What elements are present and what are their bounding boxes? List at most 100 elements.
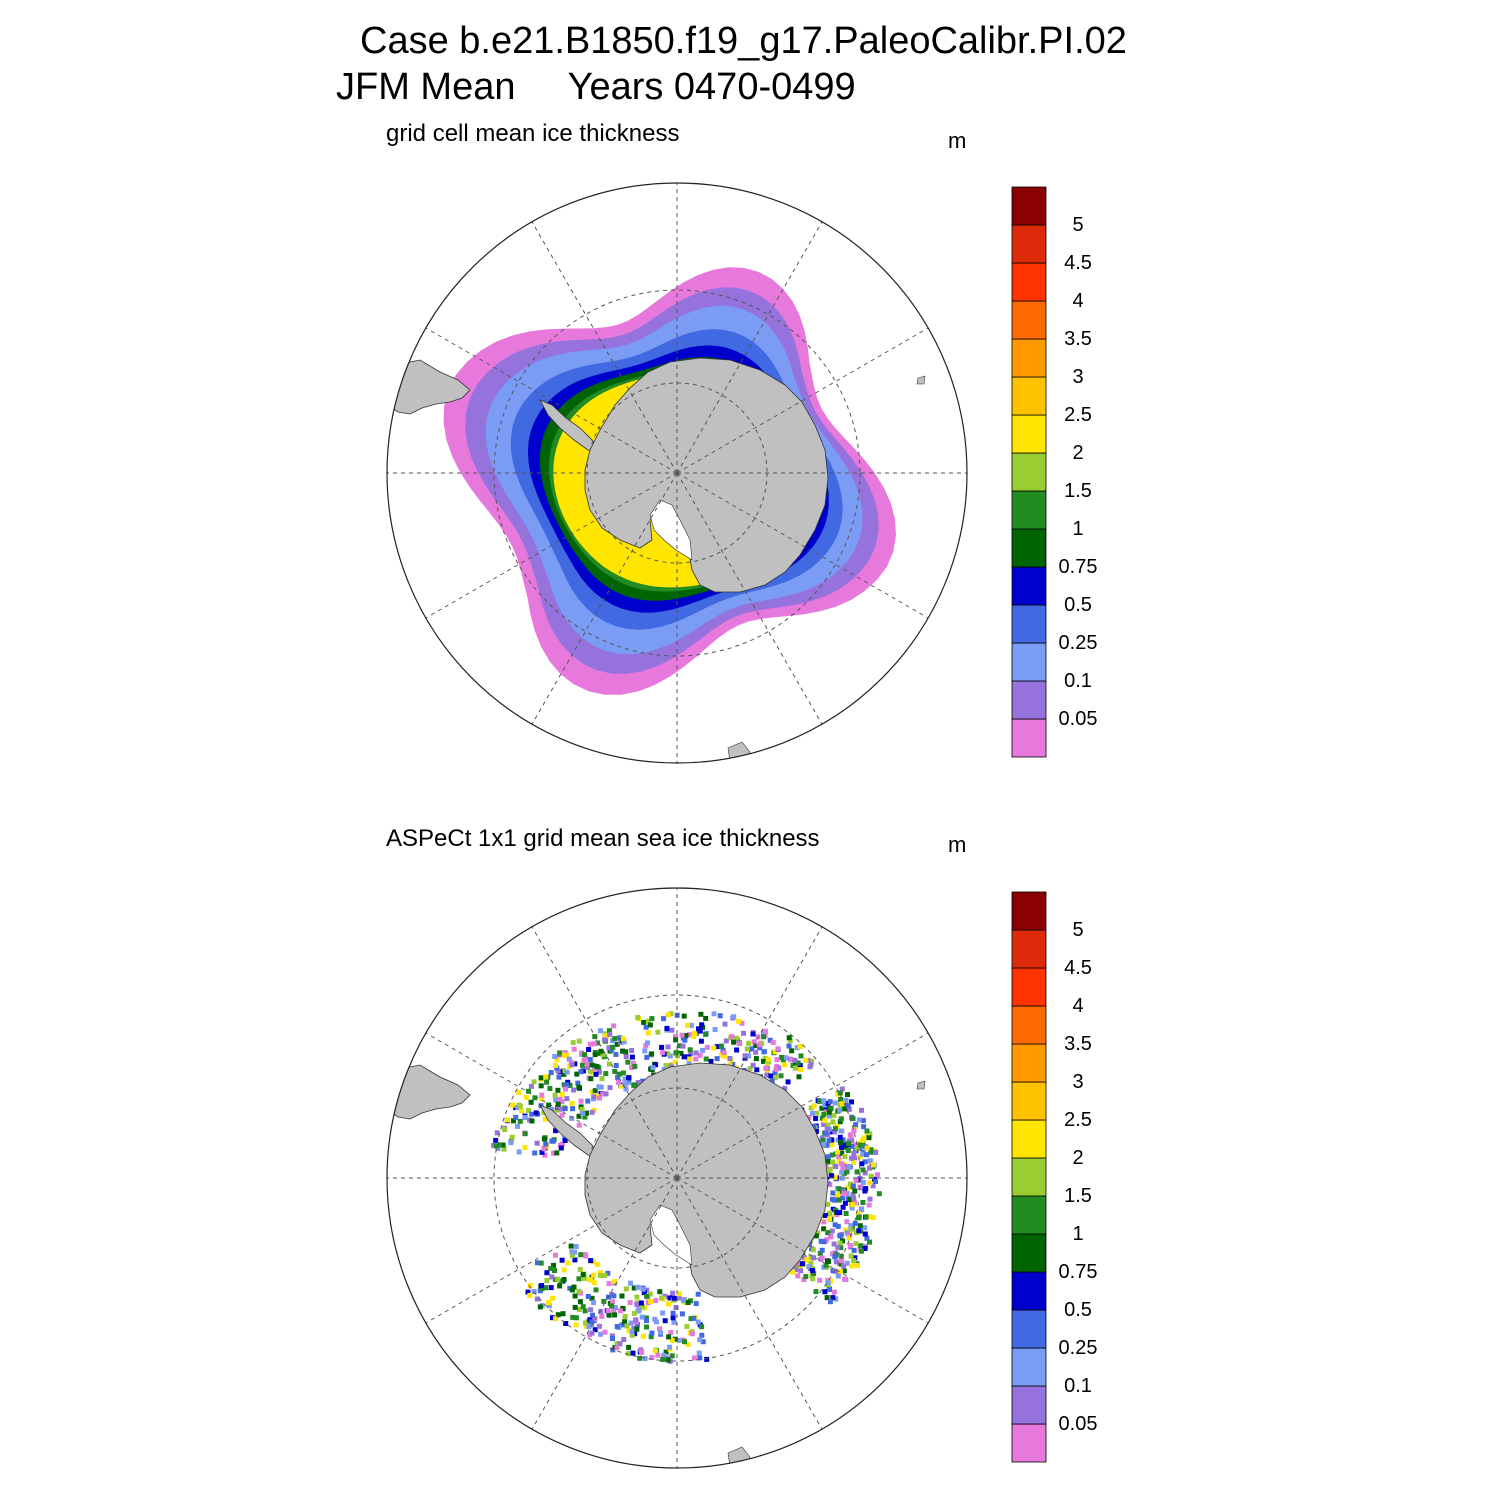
observation-cell (858, 1248, 864, 1254)
observation-cell (654, 1319, 659, 1325)
observation-cell (539, 1286, 545, 1292)
observation-cell (560, 1311, 566, 1317)
observation-cell (819, 1247, 825, 1253)
observation-cell (687, 1047, 693, 1053)
colorbar-tick-label: 4.5 (1064, 252, 1092, 274)
observation-cell (763, 1028, 769, 1034)
observation-cell (848, 1155, 854, 1161)
observation-cell (576, 1307, 582, 1312)
observation-cell (531, 1289, 537, 1294)
observation-cell (868, 1147, 874, 1153)
map-boundary (386, 887, 968, 1469)
observation-cell (501, 1127, 507, 1132)
latitude-circle (493, 994, 861, 1362)
observation-cell (859, 1206, 865, 1212)
colorbar-swatch (1011, 642, 1047, 682)
observation-cell (668, 1330, 674, 1335)
colorbar-swatch (1011, 414, 1047, 454)
observation-cell (679, 1032, 685, 1038)
colorbar-tick-label: 2.5 (1064, 404, 1092, 426)
observation-cell (845, 1185, 851, 1191)
observation-cell (841, 1142, 847, 1148)
observation-cell (559, 1257, 565, 1263)
observation-cell (635, 1080, 641, 1085)
observation-cell (614, 1324, 620, 1329)
observation-cell (569, 1249, 575, 1255)
observation-cell (804, 1257, 810, 1262)
observation-cell (831, 1113, 837, 1118)
colorbar-swatch (1011, 1005, 1047, 1045)
observation-cell (790, 1063, 796, 1068)
observation-cell (553, 1128, 559, 1134)
observation-cell (655, 1352, 661, 1358)
observation-cell (854, 1146, 860, 1152)
observation-cell (642, 1048, 648, 1054)
observation-cell (763, 1065, 769, 1071)
land-south-america (387, 1064, 471, 1120)
observation-cell (824, 1126, 830, 1132)
observation-cell (645, 1018, 651, 1024)
observation-cell (569, 1115, 575, 1121)
observation-cell (838, 1140, 843, 1145)
observation-cell (630, 1350, 636, 1356)
observation-cell (853, 1241, 859, 1247)
observation-cell (844, 1260, 850, 1266)
observation-cell (548, 1285, 554, 1291)
colorbar-tick-label: 5 (1072, 214, 1083, 236)
observation-cell (844, 1191, 850, 1196)
observation-cell (634, 1326, 640, 1332)
observation-cell (858, 1243, 863, 1249)
observation-cell (845, 1141, 851, 1147)
colorbar-tick-label: 3 (1072, 366, 1083, 388)
observation-cell (533, 1110, 539, 1116)
observation-cell (529, 1118, 535, 1124)
observation-cell (699, 1022, 705, 1028)
observation-cell (731, 1039, 737, 1045)
observation-cell (602, 1272, 608, 1278)
meridian-line (531, 221, 678, 474)
observation-cell (826, 1169, 831, 1175)
observation-cell (622, 1314, 628, 1319)
observation-cell (609, 1333, 615, 1339)
observation-cell (832, 1129, 838, 1135)
observation-cell (769, 1078, 775, 1084)
observation-cell (634, 1302, 640, 1307)
land-island-east (916, 1080, 926, 1090)
observation-cell (825, 1201, 831, 1207)
observation-cell (538, 1083, 544, 1089)
observation-cell (626, 1328, 632, 1334)
observation-cell (629, 1065, 635, 1070)
colorbar-swatch (1011, 891, 1047, 931)
colorbar-tick-label: 0.5 (1064, 1299, 1092, 1321)
observation-cell (821, 1121, 827, 1127)
observation-cell (824, 1142, 830, 1148)
observation-cell (582, 1114, 588, 1120)
observation-cell (538, 1075, 544, 1081)
meridian-line (676, 1032, 929, 1179)
colorbar-tick-label: 2.5 (1064, 1109, 1092, 1131)
observation-cell (564, 1069, 570, 1075)
observation-cell (626, 1344, 632, 1350)
observation-cell (657, 1326, 662, 1332)
observation-cell (592, 1088, 598, 1094)
observation-cell (603, 1071, 609, 1077)
observation-cell (815, 1230, 821, 1236)
observation-cell (665, 1357, 671, 1363)
observation-cell (593, 1071, 599, 1077)
observation-cell (685, 1342, 691, 1347)
observation-cell (642, 1356, 648, 1362)
observation-cell (565, 1079, 571, 1085)
observation-cell (542, 1116, 548, 1122)
observation-cell (826, 1138, 832, 1144)
map-graticule (387, 888, 967, 1468)
observation-cell (553, 1062, 558, 1068)
observation-cell (643, 1024, 649, 1030)
observation-cell (644, 1318, 649, 1324)
observation-cell (660, 1357, 666, 1362)
observation-cell (576, 1276, 582, 1282)
observation-cell (635, 1308, 641, 1314)
observation-cell (532, 1150, 538, 1156)
observation-cell (526, 1088, 531, 1094)
observation-cell (544, 1079, 550, 1085)
observation-cell (836, 1191, 842, 1197)
